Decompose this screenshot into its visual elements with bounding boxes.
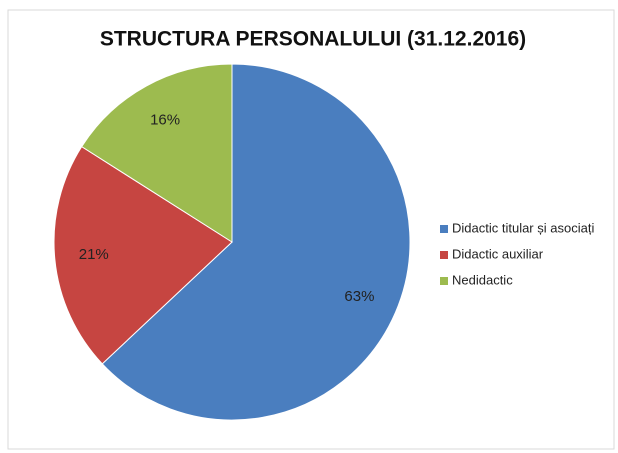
legend-swatch [440,277,448,285]
chart-title: STRUCTURA PERSONALULUI (31.12.2016) [100,28,526,51]
legend-label: Nedidactic [452,272,513,287]
legend-swatch [440,225,448,233]
pie-slice [101,63,411,421]
legend-label: Didactic titular și asociați [452,220,594,235]
legend-swatch [440,251,448,259]
pie-slice [81,63,233,243]
data-label: 16% [150,111,180,128]
data-label: 21% [79,246,109,263]
pie-slice [53,145,233,365]
data-label: 63% [344,288,374,305]
legend-label: Didactic auxiliar [452,246,544,261]
